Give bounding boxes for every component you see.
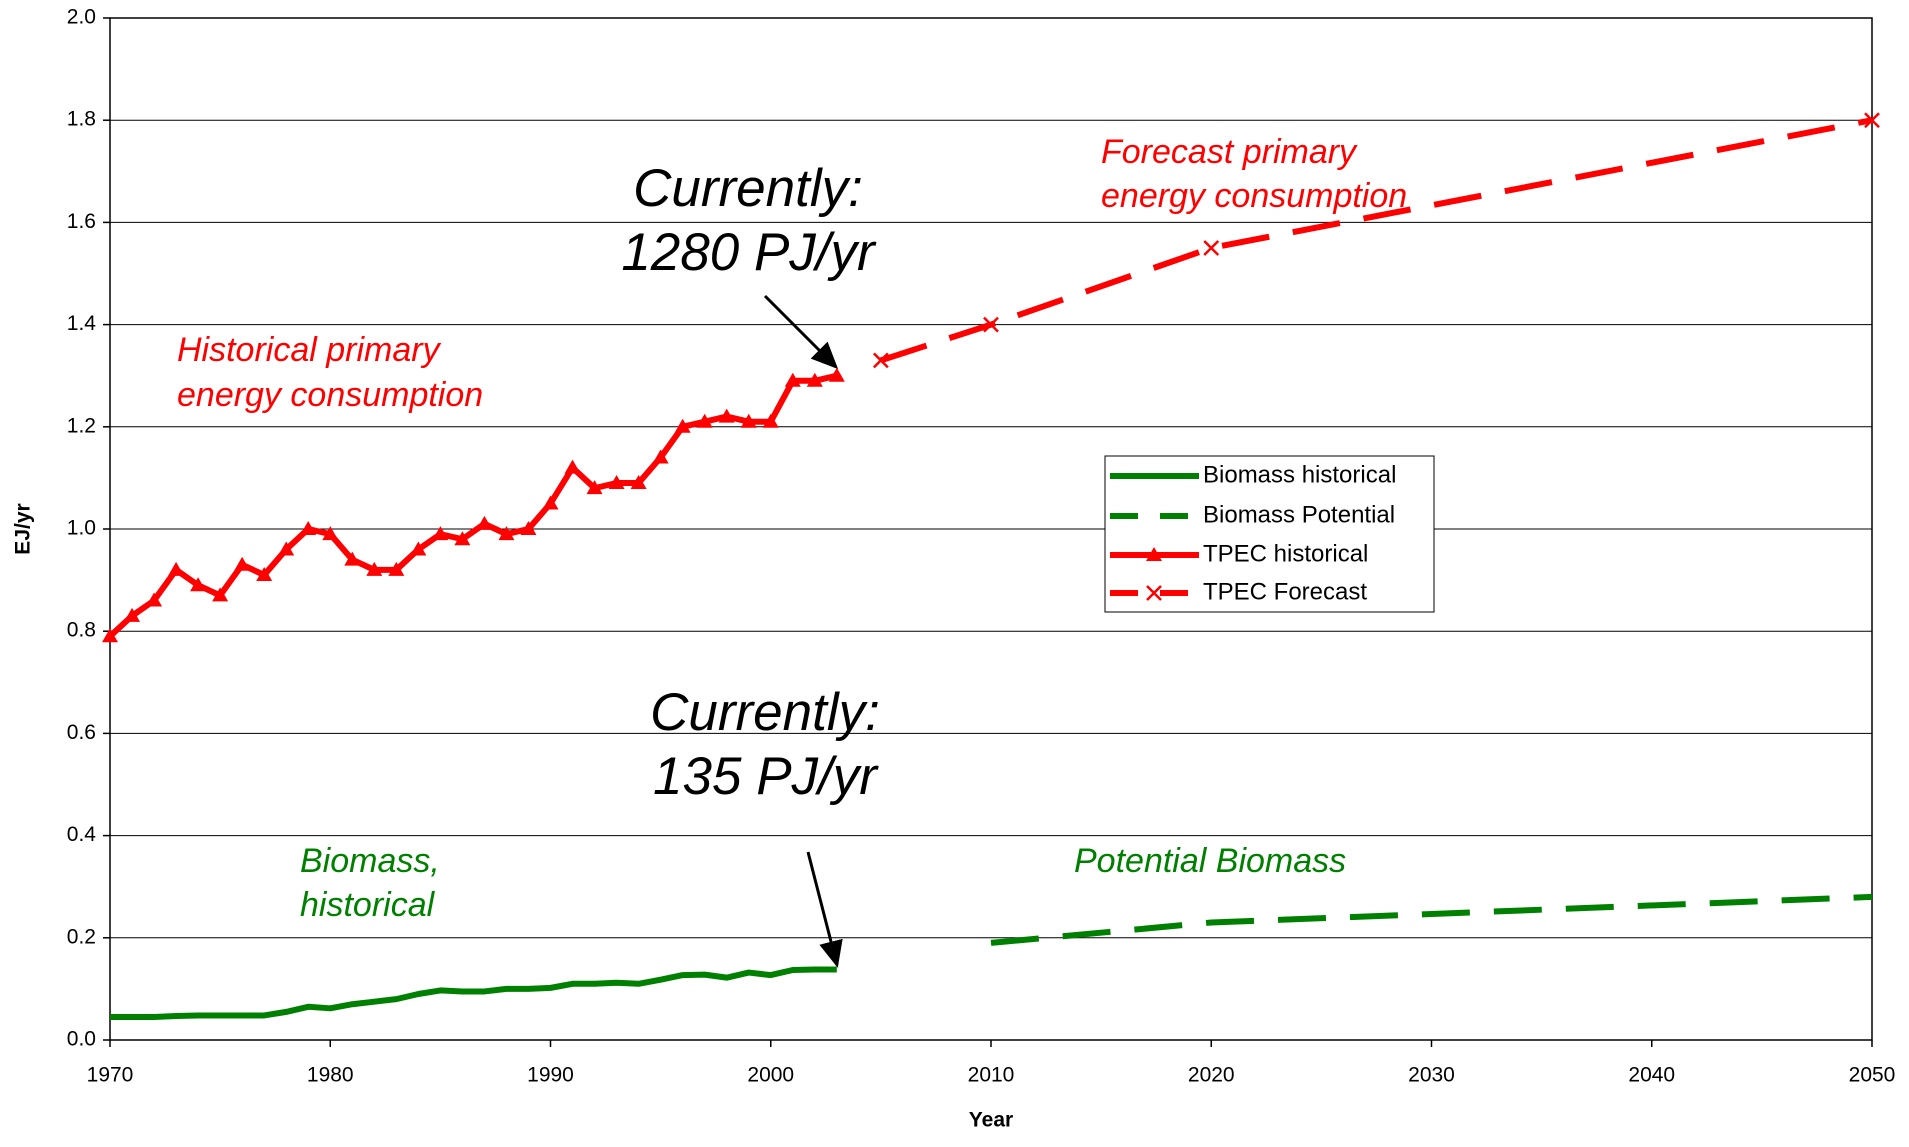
annotation: Currently:: [650, 683, 880, 742]
series: [990, 893, 1873, 946]
x-tick-label: 2050: [1849, 1064, 1896, 1087]
y-tick-label: 1.4: [67, 312, 97, 335]
marker: [608, 475, 625, 490]
marker: [146, 592, 163, 607]
x-tick-label: 2010: [968, 1064, 1015, 1087]
marker: [1864, 112, 1880, 129]
legend-marker: [1146, 585, 1162, 601]
marker: [872, 352, 889, 369]
arrow: [806, 851, 843, 968]
marker: [542, 495, 559, 510]
annotation: 135 PJ/yr: [653, 747, 879, 806]
marker: [564, 459, 581, 474]
marker: [212, 587, 229, 602]
series-line: [107, 372, 838, 639]
legend-label: Biomass historical: [1203, 461, 1396, 488]
plot-area: [109, 17, 1873, 1041]
marker: [278, 541, 295, 556]
marker: [784, 372, 801, 387]
marker: [102, 628, 118, 643]
series: [110, 966, 837, 1021]
marker: [520, 521, 537, 535]
annotation: Potential Biomass: [1074, 842, 1346, 880]
series-line: [990, 893, 1873, 946]
marker: [674, 418, 691, 433]
marker: [630, 475, 647, 490]
marker: [234, 556, 251, 571]
marker: [300, 521, 317, 535]
marker: [740, 413, 757, 428]
marker: [410, 541, 427, 556]
x-tick-label: 2040: [1628, 1064, 1675, 1087]
y-tick-label: 1.6: [67, 210, 96, 233]
y-axis-title: EJ/yr: [12, 503, 35, 554]
y-tick-label: 0.6: [67, 721, 96, 744]
x-tick-label: 2030: [1408, 1064, 1455, 1087]
marker: [586, 480, 603, 495]
marker: [168, 561, 185, 576]
annotation: historical: [300, 886, 436, 924]
series: [872, 112, 1880, 369]
marker: [432, 526, 449, 541]
annotation: Biomass,: [300, 842, 440, 880]
marker: [652, 449, 669, 464]
marker: [1203, 240, 1220, 256]
x-tick-label: 1980: [307, 1064, 354, 1087]
series-line: [879, 117, 1873, 364]
marker: [696, 413, 713, 428]
x-tick-label: 2020: [1188, 1064, 1235, 1087]
annotation: energy consumption: [177, 376, 483, 414]
y-tick-label: 0.0: [67, 1028, 96, 1051]
y-tick-label: 1.8: [67, 108, 96, 131]
annotation: 1280 PJ/yr: [621, 223, 877, 282]
marker: [806, 372, 823, 387]
marker: [190, 577, 207, 592]
marker: [983, 316, 999, 333]
y-tick-label: 0.4: [67, 823, 97, 846]
marker: [498, 526, 515, 541]
legend-label: TPEC historical: [1203, 540, 1368, 567]
x-tick-label: 2000: [747, 1064, 794, 1087]
marker: [454, 531, 471, 546]
annotation: Forecast primary: [1101, 133, 1358, 171]
marker: [322, 526, 339, 541]
x-tick-label: 1990: [527, 1064, 574, 1087]
legend-label: Biomass Potential: [1203, 501, 1395, 528]
y-tick-label: 1.2: [67, 414, 96, 437]
y-tick-label: 2.0: [67, 6, 96, 29]
series-line: [110, 966, 837, 1021]
legend-marker: [1146, 547, 1162, 561]
marker: [828, 367, 845, 382]
marker: [124, 607, 141, 622]
legend: Biomass historical Biomass Potential TPEC …: [1104, 455, 1435, 613]
arrow: [763, 294, 839, 370]
y-tick-label: 0.2: [67, 925, 96, 948]
y-tick-label: 0.8: [67, 619, 96, 642]
x-tick-label: 1970: [87, 1064, 134, 1087]
marker: [366, 561, 383, 576]
series: [102, 367, 845, 643]
marker: [344, 551, 361, 566]
annotation: Historical primary: [177, 331, 442, 369]
marker: [718, 408, 735, 423]
annotation: energy consumption: [1101, 177, 1407, 215]
marker: [388, 561, 405, 576]
marker: [476, 515, 493, 530]
y-tick-label: 1.0: [67, 517, 96, 540]
x-axis-title: Year: [969, 1109, 1013, 1132]
marker: [762, 413, 779, 428]
marker: [256, 566, 273, 581]
annotation: Currently:: [633, 159, 863, 218]
legend-label: TPEC Forecast: [1203, 578, 1367, 605]
